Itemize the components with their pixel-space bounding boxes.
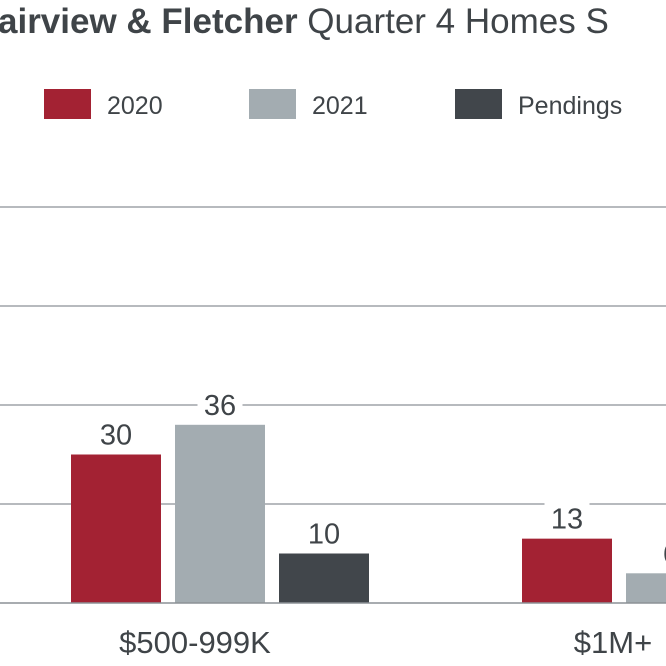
- chart-title: airview & Fletcher Quarter 4 Homes S: [0, 2, 609, 41]
- legend-swatch-1: [249, 89, 296, 119]
- value-label: 10: [308, 519, 340, 551]
- value-label-bg: [197, 386, 243, 419]
- value-label-bg: [544, 500, 590, 533]
- category-label-1: $1M+: [574, 625, 652, 660]
- legend-label-0: 2020: [107, 92, 163, 120]
- value-label-bg: [655, 535, 666, 568]
- bar-2020-0: [71, 454, 161, 603]
- bar-2021-0: [175, 424, 265, 603]
- value-label: 36: [204, 390, 236, 422]
- value-label: 13: [551, 504, 583, 536]
- bars: 30 36 10 13 6: [71, 386, 666, 603]
- value-label-bg: [301, 515, 347, 548]
- bar-2021-1: [626, 573, 666, 603]
- value-label-bg: [93, 416, 139, 449]
- bar-2020-1: [522, 538, 612, 603]
- legend-swatch-2: [455, 89, 502, 119]
- legend: 2020 2021 Pendings: [44, 89, 622, 120]
- legend-label-1: 2021: [312, 92, 368, 120]
- category-label-0: $500-999K: [119, 625, 271, 660]
- chart-title-rest: Quarter 4 Homes S: [298, 2, 609, 41]
- x-axis: $500-999K $1M+: [0, 602, 666, 660]
- legend-swatch-0: [44, 89, 91, 119]
- chart-title-bold: airview & Fletcher: [0, 2, 298, 41]
- value-label: 6: [663, 538, 666, 570]
- legend-label-2: Pendings: [518, 92, 622, 120]
- value-label: 30: [100, 420, 132, 452]
- bar-pendings-0: [279, 553, 369, 603]
